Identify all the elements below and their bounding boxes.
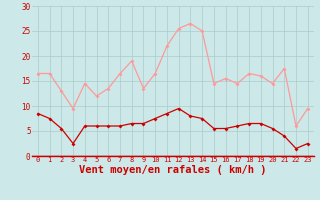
X-axis label: Vent moyen/en rafales ( km/h ): Vent moyen/en rafales ( km/h ) bbox=[79, 165, 267, 175]
